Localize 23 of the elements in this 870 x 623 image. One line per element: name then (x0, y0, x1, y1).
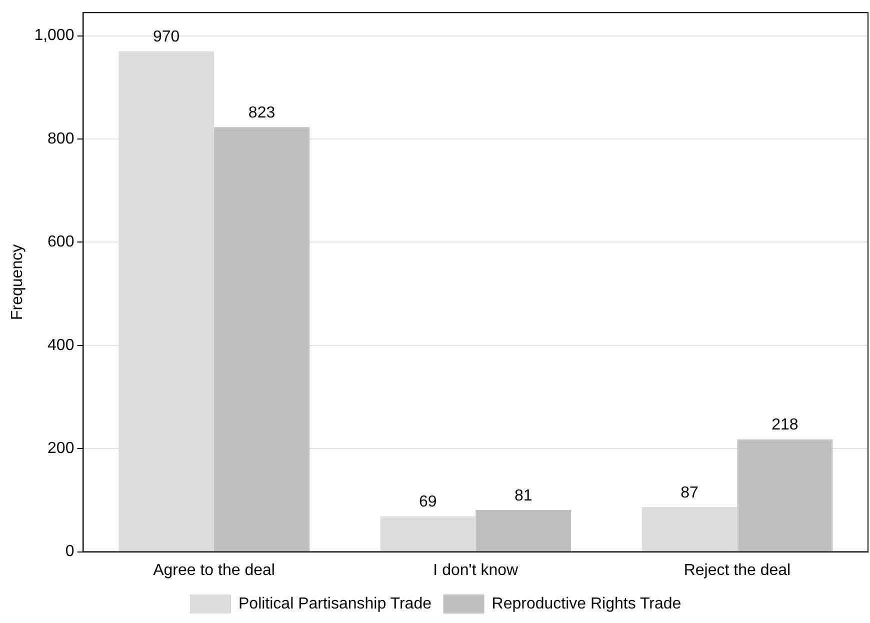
x-tick-label: I don't know (433, 562, 518, 579)
y-tick-label: 800 (48, 130, 74, 148)
x-tick-label: Agree to the deal (153, 562, 275, 579)
bar (214, 127, 310, 552)
y-axis-title: Frequency (9, 244, 26, 320)
legend-label: Reproductive Rights Trade (492, 595, 682, 612)
y-tick-label: 0 (65, 543, 74, 560)
data-label: 218 (772, 416, 798, 434)
data-label: 970 (152, 28, 180, 46)
bar (380, 516, 476, 552)
y-tick-label: 400 (48, 336, 74, 354)
y-tick-label: 200 (48, 440, 74, 458)
bar (476, 510, 572, 552)
data-label: 81 (514, 487, 532, 504)
y-tick-label: 600 (48, 234, 74, 251)
y-tick-label: 1,000 (34, 27, 74, 44)
data-label: 87 (680, 484, 698, 502)
data-label: 823 (248, 104, 276, 122)
bar (737, 439, 833, 552)
data-label: 69 (418, 494, 437, 511)
bar (642, 506, 738, 552)
legend-label: Political Partisanship Trade (238, 595, 432, 612)
x-tick-label: Reject the deal (684, 562, 791, 579)
